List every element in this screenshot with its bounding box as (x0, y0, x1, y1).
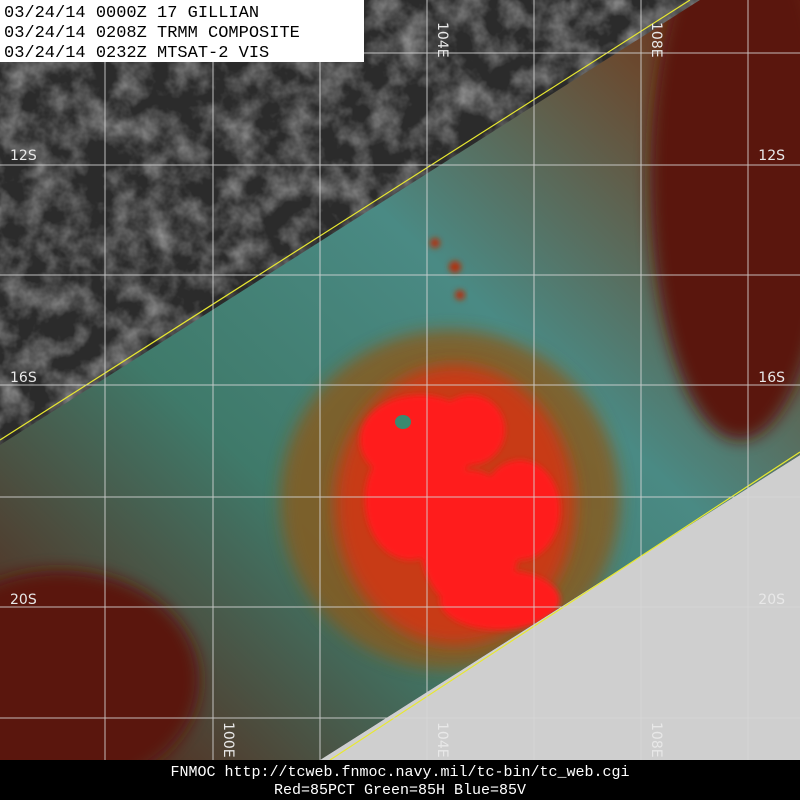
longitude-label: 104E (434, 22, 450, 58)
longitude-label: 100E (220, 722, 236, 758)
longitude-label: 108E (648, 22, 664, 58)
header-line: 03/24/14 0000Z 17 GILLIAN (4, 4, 259, 23)
footer-bar (0, 760, 800, 800)
swath-edge (329, 451, 800, 761)
footer-line: FNMOC http://tcweb.fnmoc.navy.mil/tc-bin… (170, 764, 629, 781)
header-line: 03/24/14 0232Z MTSAT-2 VIS (4, 44, 269, 63)
header-line: 03/24/14 0208Z TRMM COMPOSITE (4, 24, 300, 43)
longitude-label: 104E (434, 722, 450, 758)
footer-line: Red=85PCT Green=85H Blue=85V (274, 782, 526, 799)
longitude-label: 108E (648, 722, 664, 758)
lat-lon-grid (0, 0, 800, 760)
header-box (0, 0, 364, 62)
latitude-label: 16S (758, 370, 785, 386)
latitude-label: 20S (758, 592, 785, 608)
latitude-label: 12S (10, 148, 37, 164)
swath-edge (0, 0, 691, 441)
latitude-label: 12S (758, 148, 785, 164)
latitude-label: 20S (10, 592, 37, 608)
latitude-label: 16S (10, 370, 37, 386)
